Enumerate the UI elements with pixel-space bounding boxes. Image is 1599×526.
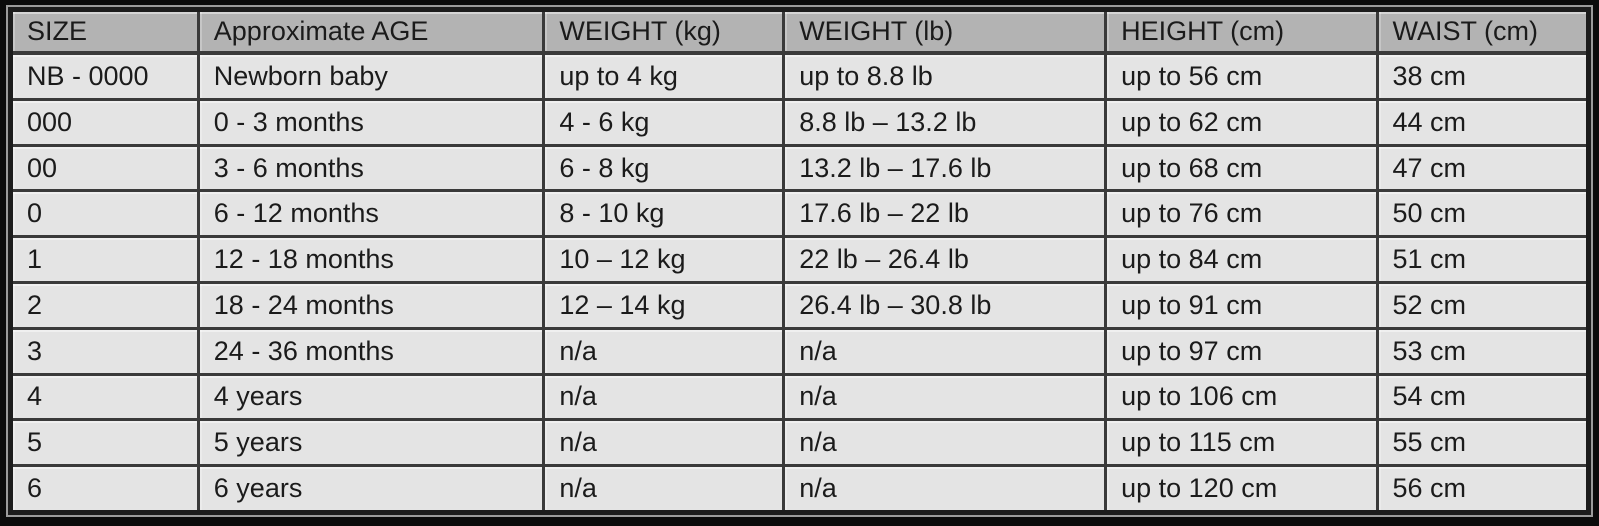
table-row: 000 0 - 3 months 4 - 6 kg 8.8 lb – 13.2 … — [9, 97, 1591, 147]
column-header-weight-lb: WEIGHT (lb) — [782, 8, 1108, 56]
cell-size: 1 — [9, 235, 200, 284]
size-chart-table: SIZE Approximate AGE WEIGHT (kg) WEIGHT … — [6, 5, 1593, 517]
table-row: NB - 0000 Newborn baby up to 4 kg up to … — [9, 51, 1591, 101]
cell-weight-kg: 12 – 14 kg — [542, 280, 786, 330]
cell-waist: 50 cm — [1375, 189, 1591, 239]
cell-height: up to 120 cm — [1104, 464, 1379, 514]
cell-size: 00 — [9, 143, 200, 193]
table-row: 4 4 years n/a n/a up to 106 cm 54 cm — [9, 372, 1591, 422]
header-row: SIZE Approximate AGE WEIGHT (kg) WEIGHT … — [9, 8, 1591, 56]
cell-waist: 47 cm — [1375, 143, 1591, 193]
table-row: 6 6 years n/a n/a up to 120 cm 56 cm — [9, 464, 1591, 514]
cell-waist: 53 cm — [1375, 326, 1591, 376]
table-row: 1 12 - 18 months 10 – 12 kg 22 lb – 26.4… — [9, 235, 1591, 284]
cell-weight-lb: 26.4 lb – 30.8 lb — [782, 280, 1108, 330]
cell-waist: 55 cm — [1375, 418, 1591, 468]
cell-waist: 44 cm — [1375, 97, 1591, 147]
cell-height: up to 68 cm — [1104, 143, 1379, 193]
table-row: 00 3 - 6 months 6 - 8 kg 13.2 lb – 17.6 … — [9, 143, 1591, 193]
cell-weight-kg: n/a — [542, 326, 786, 376]
table-row: 2 18 - 24 months 12 – 14 kg 26.4 lb – 30… — [9, 280, 1591, 330]
cell-age: 6 years — [196, 464, 546, 514]
cell-weight-kg: n/a — [542, 372, 786, 422]
cell-age: Newborn baby — [196, 51, 546, 101]
cell-waist: 38 cm — [1375, 51, 1591, 101]
cell-waist: 54 cm — [1375, 372, 1591, 422]
table-body: NB - 0000 Newborn baby up to 4 kg up to … — [9, 51, 1591, 514]
cell-weight-kg: 8 - 10 kg — [542, 189, 786, 239]
cell-weight-kg: up to 4 kg — [542, 51, 786, 101]
table-header: SIZE Approximate AGE WEIGHT (kg) WEIGHT … — [9, 8, 1591, 56]
cell-height: up to 76 cm — [1104, 189, 1379, 239]
cell-weight-lb: 22 lb – 26.4 lb — [782, 235, 1108, 284]
column-header-height: HEIGHT (cm) — [1104, 8, 1379, 56]
table-row: 3 24 - 36 months n/a n/a up to 97 cm 53 … — [9, 326, 1591, 376]
cell-size: NB - 0000 — [9, 51, 200, 101]
cell-weight-lb: 13.2 lb – 17.6 lb — [782, 143, 1108, 193]
cell-weight-lb: n/a — [782, 464, 1108, 514]
cell-waist: 51 cm — [1375, 235, 1591, 284]
cell-waist: 52 cm — [1375, 280, 1591, 330]
cell-weight-kg: n/a — [542, 464, 786, 514]
cell-size: 000 — [9, 97, 200, 147]
cell-weight-lb: n/a — [782, 372, 1108, 422]
cell-weight-lb: 17.6 lb – 22 lb — [782, 189, 1108, 239]
cell-weight-lb: n/a — [782, 326, 1108, 376]
cell-age: 3 - 6 months — [196, 143, 546, 193]
cell-waist: 56 cm — [1375, 464, 1591, 514]
cell-height: up to 115 cm — [1104, 418, 1379, 468]
cell-size: 3 — [9, 326, 200, 376]
cell-age: 6 - 12 months — [196, 189, 546, 239]
table-row: 0 6 - 12 months 8 - 10 kg 17.6 lb – 22 l… — [9, 189, 1591, 239]
cell-size: 6 — [9, 464, 200, 514]
cell-size: 5 — [9, 418, 200, 468]
cell-size: 2 — [9, 280, 200, 330]
cell-height: up to 84 cm — [1104, 235, 1379, 284]
cell-weight-kg: 6 - 8 kg — [542, 143, 786, 193]
cell-age: 18 - 24 months — [196, 280, 546, 330]
cell-height: up to 62 cm — [1104, 97, 1379, 147]
column-header-age: Approximate AGE — [196, 8, 546, 56]
cell-weight-kg: n/a — [542, 418, 786, 468]
cell-weight-kg: 10 – 12 kg — [542, 235, 786, 284]
cell-age: 5 years — [196, 418, 546, 468]
cell-size: 4 — [9, 372, 200, 422]
cell-age: 24 - 36 months — [196, 326, 546, 376]
cell-weight-lb: 8.8 lb – 13.2 lb — [782, 97, 1108, 147]
cell-height: up to 56 cm — [1104, 51, 1379, 101]
cell-height: up to 91 cm — [1104, 280, 1379, 330]
cell-size: 0 — [9, 189, 200, 239]
cell-weight-lb: n/a — [782, 418, 1108, 468]
cell-age: 4 years — [196, 372, 546, 422]
cell-age: 12 - 18 months — [196, 235, 546, 284]
cell-age: 0 - 3 months — [196, 97, 546, 147]
column-header-waist: WAIST (cm) — [1375, 8, 1591, 56]
cell-height: up to 106 cm — [1104, 372, 1379, 422]
column-header-weight-kg: WEIGHT (kg) — [542, 8, 786, 56]
column-header-size: SIZE — [9, 8, 200, 56]
cell-height: up to 97 cm — [1104, 326, 1379, 376]
cell-weight-kg: 4 - 6 kg — [542, 97, 786, 147]
table-row: 5 5 years n/a n/a up to 115 cm 55 cm — [9, 418, 1591, 468]
cell-weight-lb: up to 8.8 lb — [782, 51, 1108, 101]
